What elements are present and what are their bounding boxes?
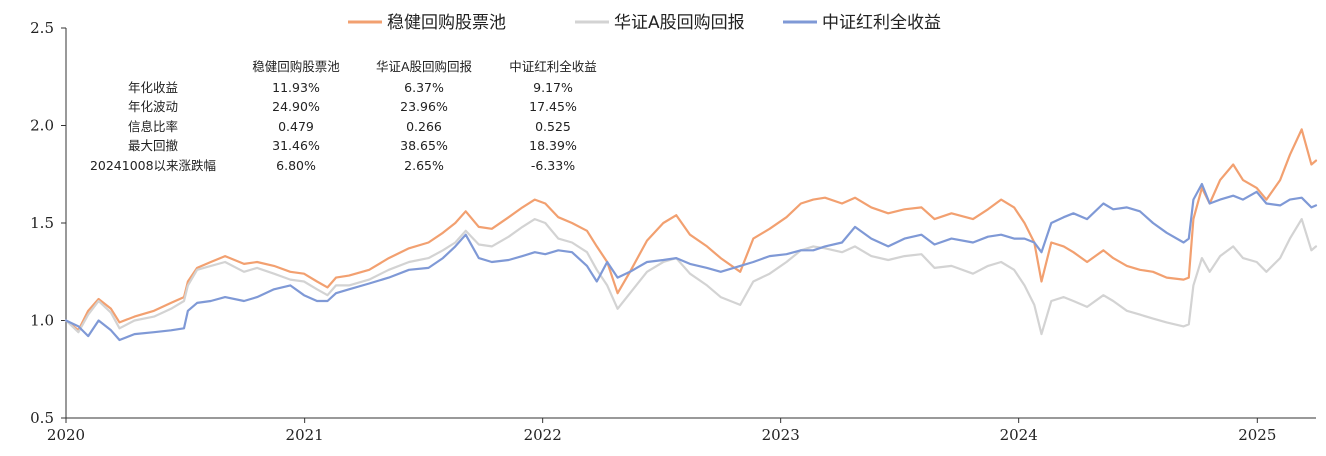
series-line-0: [64, 128, 1318, 332]
x-tick-label: 2024: [1000, 426, 1038, 444]
table-row-label: 最大回撤: [128, 138, 179, 153]
y-tick-label: 0.5: [30, 409, 54, 427]
x-tick-label: 2023: [762, 426, 800, 444]
table-header-2: 华证A股回购回报: [376, 59, 473, 74]
x-tick-label: 2025: [1238, 426, 1276, 444]
table-header-1: 稳健回购股票池: [252, 59, 340, 74]
table-cell: 6.80%: [276, 158, 316, 173]
series-line-2: [64, 182, 1318, 342]
table-cell: 0.479: [278, 119, 314, 134]
table-row-label: 年化收益: [128, 80, 178, 95]
table-cell: 9.17%: [533, 80, 573, 95]
y-tick-label: 2.5: [30, 19, 54, 37]
table-cell: 31.46%: [272, 138, 320, 153]
table-cell: 23.96%: [400, 99, 448, 114]
table-row-label: 信息比率: [128, 119, 178, 134]
x-tick-label: 2022: [524, 426, 562, 444]
table-cell: 24.90%: [272, 99, 320, 114]
legend-item-0: 稳健回购股票池: [348, 13, 506, 33]
legend: 稳健回购股票池 华证A股回购回报 中证红利全收益: [348, 13, 941, 33]
plot-lines: [64, 128, 1318, 342]
table-row-label: 20241008以来涨跌幅: [90, 158, 216, 173]
table-cell: 38.65%: [400, 138, 448, 153]
table-header-3: 中证红利全收益: [509, 59, 597, 74]
table-cell: 2.65%: [404, 158, 444, 173]
y-tick-label: 1.5: [30, 214, 54, 232]
y-tick-label: 2.0: [30, 117, 54, 135]
table-row-label: 年化波动: [128, 99, 178, 114]
y-tick-label: 1.0: [30, 312, 54, 330]
legend-label-0: 稳健回购股票池: [387, 13, 506, 33]
table-cell: 0.525: [535, 119, 571, 134]
stats-table: 稳健回购股票池 华证A股回购回报 中证红利全收益 年化收益 11.93% 6.3…: [90, 59, 597, 173]
legend-label-1: 华证A股回购回报: [614, 13, 745, 33]
table-cell: 6.37%: [404, 80, 444, 95]
table-cell: 18.39%: [529, 138, 577, 153]
table-cell: -6.33%: [531, 158, 575, 173]
legend-item-2: 中证红利全收益: [783, 13, 941, 33]
series-line-1: [64, 218, 1318, 336]
legend-item-1: 华证A股回购回报: [575, 13, 745, 33]
table-cell: 0.266: [406, 119, 442, 134]
x-tick-label: 2020: [47, 426, 85, 444]
legend-label-2: 中证红利全收益: [822, 13, 941, 33]
x-tick-label: 2021: [286, 426, 324, 444]
axes: 0.5 1.0 1.5 2.0 2.5 2020 2021 2022 2023 2024 2025: [30, 19, 1316, 444]
table-cell: 11.93%: [272, 80, 320, 95]
table-cell: 17.45%: [529, 99, 577, 114]
